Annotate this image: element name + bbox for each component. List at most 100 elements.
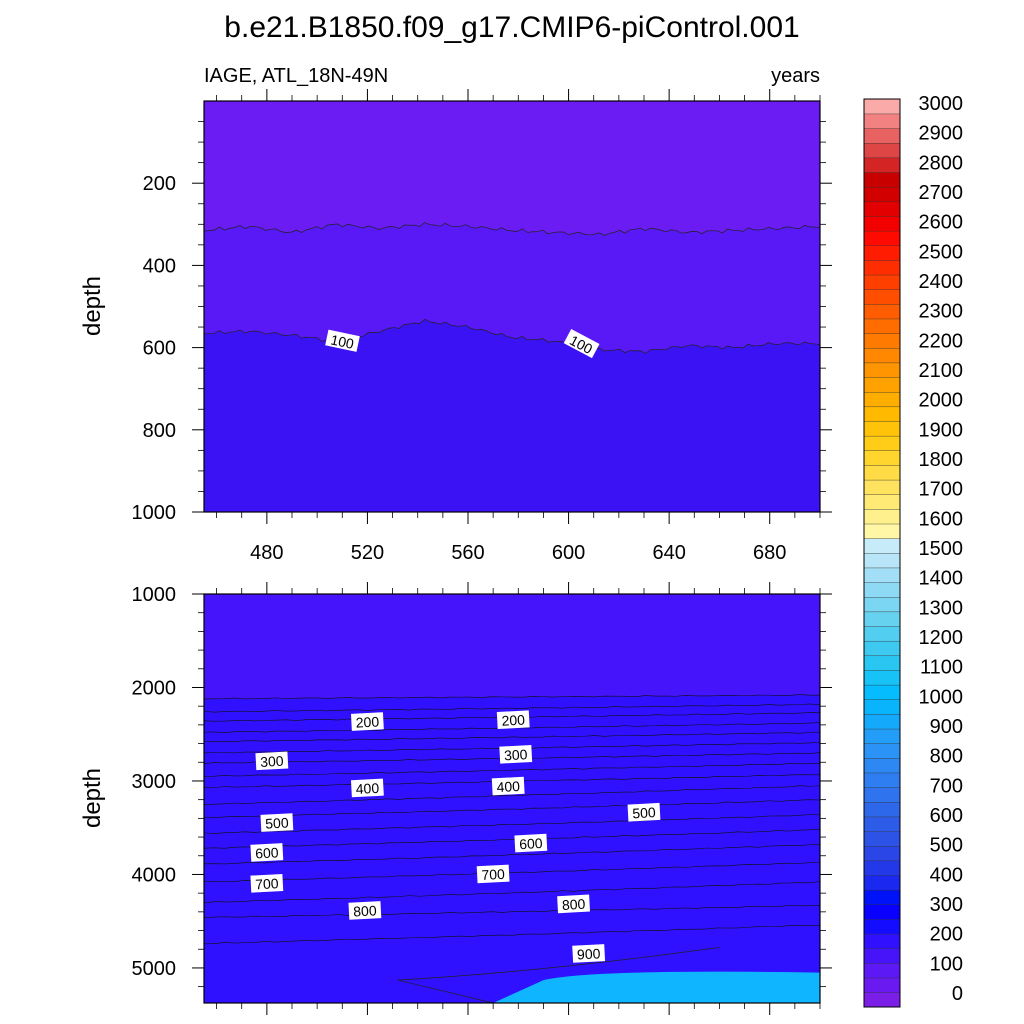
colorbar-swatch [863,230,901,246]
colorbar-swatch [863,669,901,686]
colorbar-label: 1400 [919,568,964,590]
colorbar-swatch [863,772,901,788]
colorbar-swatch [863,816,901,832]
colorbar-swatch [863,596,901,613]
contour-900-deep [397,947,720,1003]
colorbar-swatch [863,962,901,979]
colorbar-swatch [863,128,901,144]
colorbar-swatch [863,508,901,525]
colorbar-swatch [863,406,901,422]
contour-label-text: 800 [562,896,586,913]
colorbar-swatch [863,874,901,891]
colorbar-swatch [863,391,901,408]
contour-50 [204,694,820,700]
colorbar-swatch [863,464,901,481]
y-tick-label: 400 [143,255,176,277]
colorbar-swatch [863,567,901,583]
contour-label-400: 400 [350,778,384,798]
contour-label-300: 300 [255,751,289,771]
colorbar-swatch [863,699,901,715]
contour-label-text: 300 [260,753,284,770]
contour-400 [204,763,820,777]
contour-label-900: 900 [572,944,606,963]
lower-fill-900-plus [493,971,820,1003]
colorbar-swatch [863,582,901,598]
contour-550 [204,799,820,818]
colorbar-swatch [863,245,901,261]
contour-800 [204,881,820,904]
colorbar-swatch [863,113,901,129]
upper-axes: 200 400 600 800 1000 480 520 560 600 640 680 [132,89,832,564]
colorbar-label: 1600 [919,508,964,530]
colorbar-swatch [863,655,901,671]
contour-label-700: 700 [250,873,284,893]
colorbar-swatch [863,933,901,949]
colorbar: 0 100 200 300 400 500 600 700 800 900 1000 1100 1200… [863,93,964,1008]
colorbar-swatch [863,420,901,437]
y-tick-label: 2000 [132,677,177,699]
colorbar-swatch [863,172,901,188]
colorbar-swatch [863,215,901,232]
colorbar-label: 2600 [919,212,964,234]
colorbar-swatch [863,186,901,203]
upper-right-label: years [771,65,820,87]
contour-label-text: 400 [496,778,520,795]
colorbar-label: 1900 [919,419,964,441]
contour-label-500: 500 [260,813,294,832]
colorbar-swatch [863,289,901,305]
y-tick-label: 200 [143,173,176,195]
colorbar-swatch [863,860,901,876]
colorbar-label: 2000 [919,390,964,412]
lower-frame [203,593,821,1004]
y-tick-label: 600 [143,338,176,360]
contour-250 [204,731,820,742]
colorbar-swatch [863,713,901,730]
colorbar-swatch [863,801,901,818]
contour-label-300: 300 [499,744,533,764]
contour-700 [204,844,820,865]
colorbar-swatch [863,889,901,905]
contour-label-200: 200 [496,710,530,730]
y-tick-label: 800 [143,420,176,442]
colorbar-label: 2200 [919,330,964,352]
contour-label-text: 600 [519,835,543,852]
upper-plot-area: 100 100 [204,101,820,512]
colorbar-swatch [863,538,901,554]
colorbar-frame [863,98,901,1008]
x-tick-label: 480 [250,542,283,564]
colorbar-swatch [863,377,901,393]
contour-label-800: 800 [557,894,590,914]
colorbar-swatch [863,201,901,217]
colorbar-label: 2500 [919,241,964,263]
contour-label-text: 400 [355,780,379,797]
colorbar-label: 2100 [919,360,964,382]
figure-title: b.e21.B1850.f09_g17.CMIP6-piControl.001 [224,11,799,44]
colorbar-swatch [863,743,901,759]
lower-ylabel: depth [79,768,106,828]
contour-label-600: 600 [514,833,548,853]
contour-label-text: 300 [504,746,528,763]
colorbar-label: 2800 [919,152,964,174]
colorbar-swatch [863,626,901,642]
colorbar-swatch [863,904,901,920]
lower-fill-band [204,694,820,1003]
colorbar-swatch [863,684,901,700]
colorbar-swatch [863,274,901,290]
colorbar-swatch [863,992,901,1008]
colorbar-swatch [863,450,901,466]
colorbar-label: 2400 [919,271,964,293]
colorbar-swatch [863,611,901,627]
y-tick-label: 3000 [132,771,177,793]
contour-label-text: 500 [265,814,289,831]
lower-axes: 1000 2000 3000 4000 5000 [132,582,832,1015]
colorbar-label: 1200 [919,627,964,649]
contour-label-700: 700 [476,864,510,884]
contour-label-200: 200 [350,712,384,731]
colorbar-label: 900 [930,716,963,738]
colorbar-label: 0 [952,983,963,1005]
x-tick-label: 560 [451,542,484,564]
colorbar-label: 1100 [920,657,963,679]
contour-label-800: 800 [348,901,382,920]
contour-600 [204,814,820,834]
